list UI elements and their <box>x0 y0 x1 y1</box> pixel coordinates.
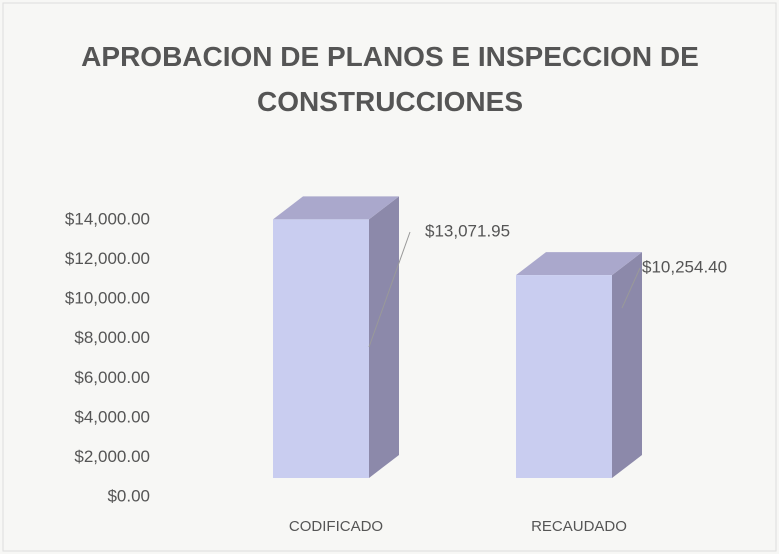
x-tick-label: CODIFICADO <box>289 518 383 535</box>
bar-top <box>273 196 399 220</box>
bar-side <box>612 252 642 478</box>
chart-title: APROBACION DE PLANOS E INSPECCION DE CON… <box>81 41 699 117</box>
y-tick-label: $8,000.00 <box>74 328 150 347</box>
y-tick-label: $10,000.00 <box>65 289 150 308</box>
bar-top <box>516 252 642 276</box>
leader-line <box>368 231 411 348</box>
y-tick-label: $0.00 <box>107 486 150 505</box>
y-tick-label: $2,000.00 <box>74 447 150 466</box>
bar-front <box>516 275 612 478</box>
y-tick-label: $4,000.00 <box>74 407 150 426</box>
bar <box>516 252 642 478</box>
y-tick-label: $12,000.00 <box>65 249 150 268</box>
data-label: $13,071.95 <box>425 221 510 240</box>
y-tick-label: $6,000.00 <box>74 368 150 387</box>
bar <box>273 196 399 479</box>
data-label: $10,254.40 <box>642 257 727 276</box>
leader-line <box>621 267 641 309</box>
x-tick-label: RECAUDADO <box>531 518 627 535</box>
bar-front <box>273 219 369 479</box>
y-tick-label: $14,000.00 <box>65 209 150 228</box>
bar-side <box>369 196 399 479</box>
